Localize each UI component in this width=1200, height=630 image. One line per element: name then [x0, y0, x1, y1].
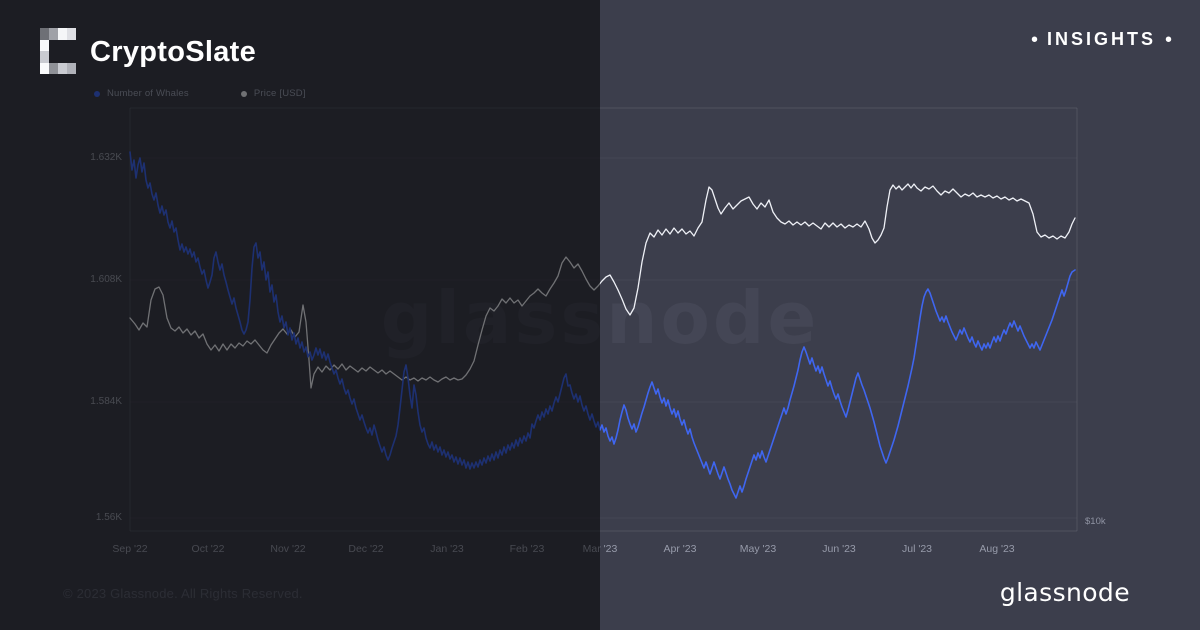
x-tick-label: Jul '23	[901, 543, 933, 555]
x-tick-label: Jun '23	[822, 543, 856, 555]
x-tick-label: Aug '23	[979, 543, 1015, 555]
x-tick-label: Apr '23	[663, 543, 697, 555]
x-tick-label: May '23	[739, 543, 777, 555]
dark-overlay	[0, 0, 600, 630]
y-right-tick-label: $10k	[1085, 516, 1106, 527]
